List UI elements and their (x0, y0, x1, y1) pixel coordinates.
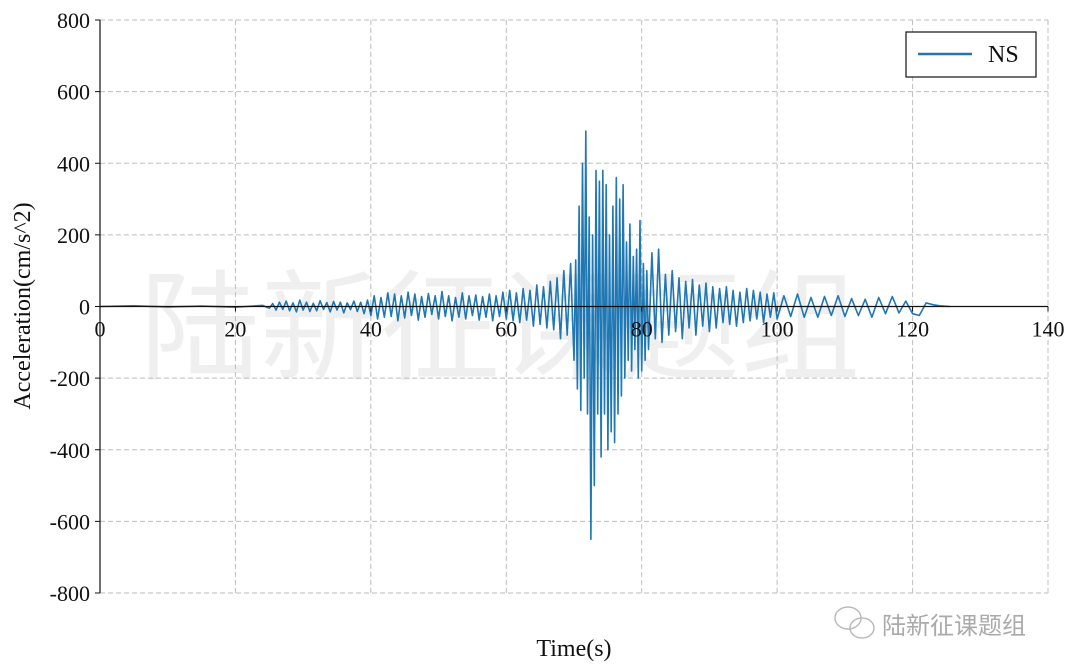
x-tick-label: 140 (1032, 317, 1065, 342)
x-tick-label: 40 (360, 317, 382, 342)
x-tick-label: 120 (896, 317, 929, 342)
watermark: 陆新征课题组 (140, 260, 860, 399)
wechat-icon (834, 606, 875, 639)
x-tick-label: 60 (495, 317, 517, 342)
x-tick-label: 80 (631, 317, 653, 342)
series-line-ns (99, 130, 950, 541)
y-tick-label: 0 (79, 295, 90, 320)
y-tick-label: 400 (57, 151, 90, 176)
y-tick-label: 200 (57, 223, 90, 248)
x-tick-label: 20 (224, 317, 246, 342)
y-tick-label: 600 (57, 80, 90, 105)
footer-watermark: 陆新征课题组 (834, 606, 1026, 640)
y-tick-label: -400 (50, 438, 90, 463)
footer-watermark-text: 陆新征课题组 (882, 612, 1026, 640)
y-axis-label: Acceleration(cm/s^2) (10, 202, 36, 409)
y-tick-label: -600 (50, 509, 90, 534)
y-tick-label: 800 (57, 8, 90, 33)
y-tick-label: -800 (50, 581, 90, 606)
x-axis-label: Time(s) (536, 636, 611, 662)
legend-label-ns: NS (988, 42, 1019, 68)
legend: NS (905, 31, 1037, 78)
x-tick-label: 100 (761, 317, 794, 342)
y-tick-label: -200 (50, 366, 90, 391)
x-tick-label: 0 (95, 317, 106, 342)
